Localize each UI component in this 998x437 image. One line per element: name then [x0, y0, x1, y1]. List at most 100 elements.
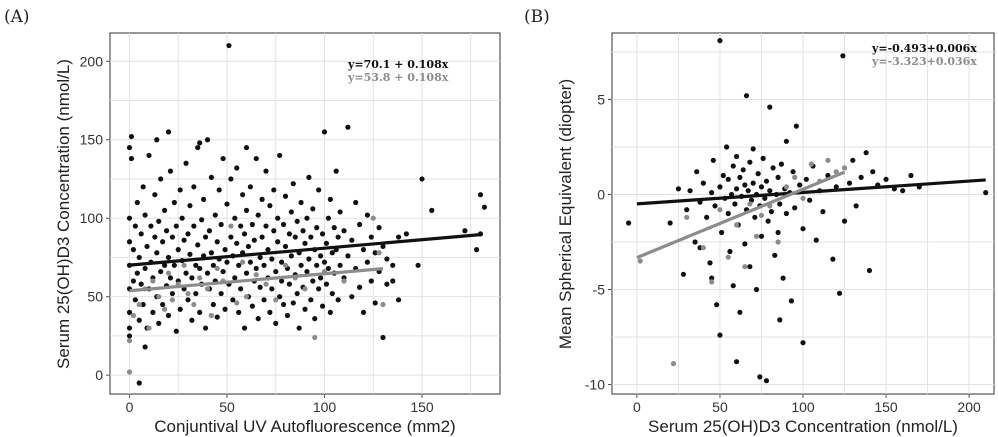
- scatter-point: [717, 207, 723, 213]
- scatter-point: [279, 259, 285, 265]
- panel-a-label: (A): [4, 7, 30, 27]
- scatter-point: [298, 262, 304, 268]
- scatter-point: [793, 123, 799, 129]
- scatter-point: [210, 262, 216, 268]
- scatter-point: [714, 302, 720, 308]
- scatter-point: [130, 278, 136, 284]
- scatter-point: [146, 325, 152, 331]
- scatter-point: [197, 140, 203, 146]
- scatter-point: [331, 225, 337, 231]
- scatter-point: [704, 214, 710, 220]
- scatter-point: [189, 317, 195, 323]
- scatter-point: [280, 301, 287, 308]
- scatter-point: [687, 188, 693, 194]
- scatter-point: [232, 275, 238, 281]
- scatter-point: [792, 174, 798, 180]
- scatter-point: [154, 137, 160, 143]
- x-tick-label: 50: [219, 399, 235, 415]
- scatter-point: [236, 309, 242, 315]
- scatter-point: [189, 275, 195, 281]
- scatter-point: [290, 181, 296, 187]
- scatter-point: [329, 250, 335, 256]
- scatter-point: [462, 228, 468, 234]
- scatter-point: [148, 223, 154, 229]
- scatter-point: [163, 228, 170, 234]
- scatter-point: [763, 378, 770, 384]
- scatter-point: [707, 260, 713, 266]
- scatter-point: [304, 215, 310, 221]
- scatter-point: [208, 312, 214, 319]
- scatter-point: [245, 243, 252, 250]
- scatter-point: [165, 312, 172, 319]
- scatter-point: [300, 228, 306, 234]
- scatter-point: [197, 275, 203, 281]
- scatter-point: [800, 195, 806, 201]
- scatter-point: [730, 283, 736, 289]
- scatter-point: [310, 278, 316, 284]
- x-tick-label: 0: [126, 399, 134, 415]
- scatter-point: [637, 258, 643, 264]
- scatter-point: [208, 250, 214, 256]
- scatter-point: [737, 174, 743, 180]
- scatter-point: [126, 144, 133, 151]
- scatter-point: [228, 176, 234, 182]
- scatter-point: [247, 259, 253, 265]
- scatter-point: [140, 184, 146, 190]
- scatter-point: [240, 259, 246, 265]
- scatter-point: [142, 265, 148, 272]
- scatter-point: [717, 184, 723, 190]
- scatter-point: [210, 301, 216, 308]
- scatter-point: [733, 153, 740, 160]
- x-tick-label: 100: [791, 399, 815, 415]
- scatter-point: [255, 316, 261, 322]
- scatter-point: [384, 281, 390, 287]
- scatter-point: [719, 229, 725, 236]
- scatter-point: [165, 270, 172, 276]
- scatter-point: [737, 309, 743, 315]
- scatter-point: [380, 243, 386, 250]
- scatter-point: [249, 221, 255, 228]
- scatter-point: [154, 250, 160, 256]
- scatter-point: [152, 234, 158, 240]
- scatter-point: [128, 133, 135, 140]
- scatter-point: [167, 168, 174, 174]
- panel-a-ticks: 0 50 100 150 0 50 100 150 200: [80, 53, 434, 415]
- scatter-point: [259, 234, 265, 240]
- scatter-point: [158, 268, 164, 275]
- scatter-point: [304, 268, 310, 275]
- scatter-point: [187, 203, 193, 209]
- scatter-point: [290, 300, 296, 306]
- scatter-point: [733, 222, 740, 228]
- scatter-point: [709, 275, 715, 281]
- scatter-point: [271, 187, 277, 193]
- scatter-point: [372, 250, 378, 256]
- y-tick-label: -10: [585, 377, 605, 393]
- scatter-point: [755, 171, 761, 177]
- scatter-point: [296, 325, 302, 331]
- scatter-point: [792, 205, 798, 211]
- scatter-point: [228, 223, 234, 229]
- scatter-point: [294, 218, 300, 224]
- scatter-point: [259, 196, 265, 202]
- scatter-point: [306, 256, 312, 262]
- y-tick-label: 5: [597, 92, 605, 108]
- scatter-point: [126, 309, 133, 315]
- x-tick-label: 150: [410, 399, 434, 415]
- scatter-point: [813, 237, 819, 243]
- scatter-point: [710, 157, 716, 163]
- scatter-point: [750, 146, 756, 152]
- scatter-point: [415, 262, 421, 268]
- scatter-point: [234, 300, 240, 306]
- fit-line: [636, 178, 986, 206]
- scatter-point: [364, 259, 370, 265]
- scatter-point: [329, 290, 335, 297]
- scatter-point: [700, 180, 706, 186]
- panel-a-x-axis-title: Conjuntival UV Autofluorescence (mm2): [154, 417, 455, 436]
- scatter-point: [733, 359, 740, 365]
- scatter-point: [380, 334, 386, 341]
- scatter-point: [280, 221, 287, 228]
- scatter-point: [214, 314, 220, 320]
- scatter-point: [720, 172, 726, 179]
- scatter-point: [368, 234, 374, 240]
- scatter-point: [742, 241, 748, 247]
